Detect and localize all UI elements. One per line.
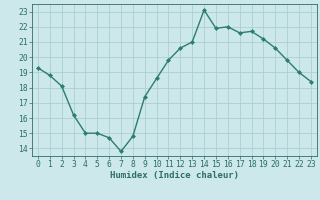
X-axis label: Humidex (Indice chaleur): Humidex (Indice chaleur) xyxy=(110,171,239,180)
